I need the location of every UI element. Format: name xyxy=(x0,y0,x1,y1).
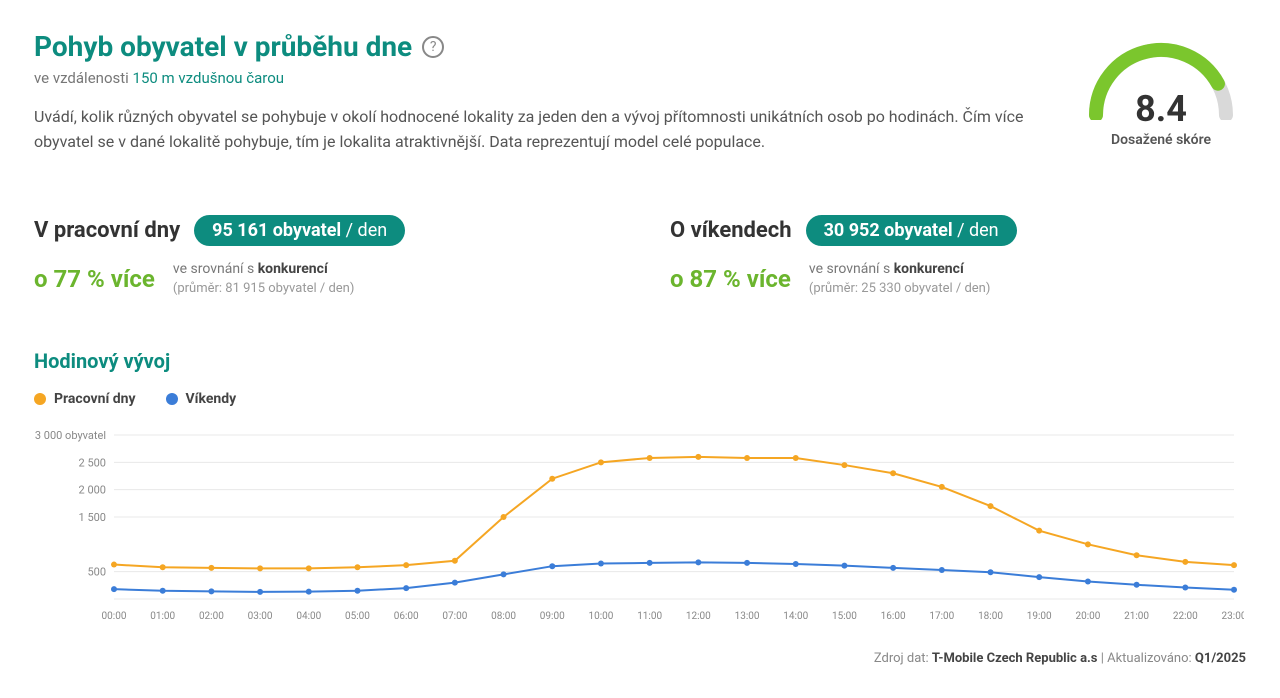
comparison-text: ve srovnání s konkurencí (průměr: 25 330… xyxy=(809,260,991,299)
svg-text:16:00: 16:00 xyxy=(881,611,906,622)
chart-title: Hodinový vývoj xyxy=(34,349,1246,373)
svg-text:11:00: 11:00 xyxy=(637,611,662,622)
score-gauge: 8.4 Dosažené skóre xyxy=(1076,30,1246,148)
svg-text:13:00: 13:00 xyxy=(735,611,760,622)
svg-text:01:00: 01:00 xyxy=(150,611,175,622)
stat-pill: 95 161 obyvatel / den xyxy=(194,215,405,246)
svg-text:21:00: 21:00 xyxy=(1124,611,1149,622)
svg-text:05:00: 05:00 xyxy=(345,611,370,622)
svg-text:09:00: 09:00 xyxy=(540,611,565,622)
legend-label: Víkendy xyxy=(186,391,237,407)
pill-unit: / den xyxy=(341,220,387,241)
comparison-value: o 77 % více xyxy=(34,265,155,293)
stat-workdays: V pracovní dny 95 161 obyvatel / den o 7… xyxy=(34,215,610,299)
svg-text:15:00: 15:00 xyxy=(832,611,857,622)
svg-text:22:00: 22:00 xyxy=(1173,611,1198,622)
svg-text:07:00: 07:00 xyxy=(442,611,467,622)
stat-weekends: O víkendech 30 952 obyvatel / den o 87 %… xyxy=(670,215,1246,299)
svg-text:19:00: 19:00 xyxy=(1027,611,1052,622)
svg-text:1 500: 1 500 xyxy=(79,511,106,524)
stat-pill: 30 952 obyvatel / den xyxy=(806,215,1017,246)
description: Uvádí, kolik různých obyvatel se pohybuj… xyxy=(34,105,1024,155)
legend-dot-icon xyxy=(166,393,178,405)
svg-text:02:00: 02:00 xyxy=(199,611,224,622)
gauge-label: Dosažené skóre xyxy=(1076,132,1246,148)
svg-text:2 500: 2 500 xyxy=(79,456,106,469)
svg-text:500: 500 xyxy=(87,565,106,578)
svg-text:23:00: 23:00 xyxy=(1222,611,1244,622)
svg-text:08:00: 08:00 xyxy=(491,611,516,622)
svg-text:04:00: 04:00 xyxy=(296,611,321,622)
legend-item-workdays: Pracovní dny xyxy=(34,391,136,407)
subtitle: ve vzdálenosti 150 m vzdušnou čarou xyxy=(34,69,1024,87)
svg-text:18:00: 18:00 xyxy=(978,611,1003,622)
svg-text:03:00: 03:00 xyxy=(248,611,273,622)
stat-title: V pracovní dny xyxy=(34,218,180,243)
subtitle-highlight: 150 m vzdušnou čarou xyxy=(133,69,285,87)
pill-value: 30 952 obyvatel xyxy=(824,220,953,241)
comparison-text: ve srovnání s konkurencí (průměr: 81 915… xyxy=(173,260,355,299)
subtitle-prefix: ve vzdálenosti xyxy=(34,69,133,87)
comparison-value: o 87 % více xyxy=(670,265,791,293)
legend-dot-icon xyxy=(34,393,46,405)
svg-text:10:00: 10:00 xyxy=(589,611,614,622)
line-chart: 500 1 500 2 000 2 500 3 000 obyvatel 00:00 01:… xyxy=(34,427,1246,631)
pill-unit: / den xyxy=(953,220,999,241)
svg-text:17:00: 17:00 xyxy=(929,611,954,622)
pill-value: 95 161 obyvatel xyxy=(212,220,341,241)
help-icon[interactable]: ? xyxy=(422,36,444,58)
svg-text:2 000: 2 000 xyxy=(79,483,106,496)
svg-text:00:00: 00:00 xyxy=(102,611,127,622)
data-source: Zdroj dat: T-Mobile Czech Republic a.s |… xyxy=(34,651,1246,666)
svg-text:12:00: 12:00 xyxy=(686,611,711,622)
svg-text:20:00: 20:00 xyxy=(1075,611,1100,622)
chart-legend: Pracovní dny Víkendy xyxy=(34,391,1246,407)
svg-text:3 000 obyvatel: 3 000 obyvatel xyxy=(35,429,106,442)
page-title: Pohyb obyvatel v průběhu dne ? xyxy=(34,30,1024,63)
stat-title: O víkendech xyxy=(670,218,792,243)
legend-item-weekends: Víkendy xyxy=(166,391,237,407)
chart-svg: 500 1 500 2 000 2 500 3 000 obyvatel 00:00 01:… xyxy=(34,427,1244,627)
title-text: Pohyb obyvatel v průběhu dne xyxy=(34,30,412,63)
svg-text:06:00: 06:00 xyxy=(394,611,419,622)
svg-text:14:00: 14:00 xyxy=(783,611,808,622)
legend-label: Pracovní dny xyxy=(54,391,136,407)
